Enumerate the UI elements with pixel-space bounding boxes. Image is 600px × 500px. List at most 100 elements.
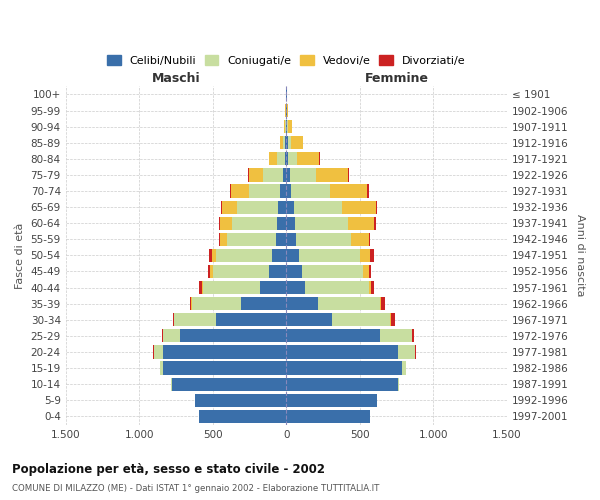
Bar	[269, 152, 277, 166]
Bar	[163, 346, 286, 358]
Bar	[288, 120, 292, 134]
Bar	[277, 216, 286, 230]
Bar	[199, 281, 202, 294]
Bar	[218, 216, 220, 230]
Bar	[287, 136, 292, 149]
Bar	[286, 265, 302, 278]
Bar	[364, 265, 368, 278]
Bar	[302, 265, 364, 278]
Bar	[289, 152, 297, 166]
Bar	[398, 346, 415, 358]
Bar	[286, 329, 380, 342]
Bar	[286, 362, 403, 374]
Bar	[215, 313, 286, 326]
Bar	[415, 346, 416, 358]
Bar	[280, 184, 286, 198]
Bar	[331, 184, 367, 198]
Text: Maschi: Maschi	[152, 72, 200, 85]
Bar	[237, 200, 278, 213]
Bar	[175, 313, 215, 326]
Bar	[292, 136, 303, 149]
Bar	[220, 232, 227, 246]
Bar	[195, 394, 286, 407]
Bar	[202, 281, 203, 294]
Bar	[208, 265, 211, 278]
Bar	[286, 120, 287, 134]
Bar	[162, 329, 163, 342]
Bar	[231, 184, 249, 198]
Bar	[374, 216, 376, 230]
Bar	[227, 232, 276, 246]
Bar	[318, 297, 380, 310]
Bar	[249, 168, 263, 181]
Y-axis label: Anni di nascita: Anni di nascita	[575, 214, 585, 296]
Bar	[217, 249, 272, 262]
Bar	[296, 232, 351, 246]
Text: COMUNE DI MILAZZO (ME) - Dati ISTAT 1° gennaio 2002 - Elaborazione TUTTITALIA.IT: COMUNE DI MILAZZO (ME) - Dati ISTAT 1° g…	[12, 484, 379, 493]
Bar	[286, 216, 295, 230]
Bar	[191, 297, 192, 310]
Bar	[276, 232, 286, 246]
Bar	[342, 200, 376, 213]
Bar	[241, 297, 286, 310]
Text: Femmine: Femmine	[364, 72, 428, 85]
Legend: Celibi/Nubili, Coniugati/e, Vedovi/e, Divorziati/e: Celibi/Nubili, Coniugati/e, Vedovi/e, Di…	[103, 50, 469, 70]
Bar	[286, 152, 289, 166]
Bar	[283, 168, 286, 181]
Bar	[316, 168, 348, 181]
Bar	[222, 200, 237, 213]
Bar	[286, 394, 377, 407]
Bar	[272, 249, 286, 262]
Bar	[286, 184, 292, 198]
Bar	[368, 232, 370, 246]
Bar	[284, 120, 285, 134]
Bar	[221, 200, 222, 213]
Bar	[260, 281, 286, 294]
Bar	[163, 362, 286, 374]
Bar	[171, 378, 172, 390]
Bar	[286, 313, 332, 326]
Bar	[173, 313, 174, 326]
Bar	[376, 200, 377, 213]
Bar	[203, 281, 260, 294]
Bar	[305, 281, 368, 294]
Bar	[348, 168, 349, 181]
Bar	[371, 281, 374, 294]
Bar	[297, 152, 319, 166]
Bar	[269, 265, 286, 278]
Bar	[163, 329, 181, 342]
Bar	[287, 120, 288, 134]
Bar	[283, 136, 286, 149]
Bar	[368, 265, 371, 278]
Bar	[212, 249, 217, 262]
Bar	[390, 313, 391, 326]
Bar	[277, 152, 285, 166]
Bar	[286, 232, 296, 246]
Bar	[249, 184, 280, 198]
Bar	[199, 410, 286, 423]
Bar	[286, 297, 318, 310]
Bar	[380, 329, 412, 342]
Bar	[181, 329, 286, 342]
Bar	[368, 281, 371, 294]
Bar	[295, 216, 348, 230]
Bar	[290, 168, 316, 181]
Bar	[332, 313, 390, 326]
Bar	[351, 232, 368, 246]
Bar	[285, 152, 286, 166]
Bar	[230, 184, 231, 198]
Bar	[412, 329, 414, 342]
Bar	[381, 297, 385, 310]
Bar	[212, 265, 269, 278]
Bar	[232, 216, 277, 230]
Bar	[286, 410, 370, 423]
Bar	[391, 313, 395, 326]
Bar	[280, 136, 283, 149]
Bar	[286, 168, 290, 181]
Bar	[380, 297, 381, 310]
Bar	[160, 362, 163, 374]
Bar	[367, 184, 368, 198]
Bar	[361, 249, 370, 262]
Bar	[348, 216, 374, 230]
Bar	[278, 200, 286, 213]
